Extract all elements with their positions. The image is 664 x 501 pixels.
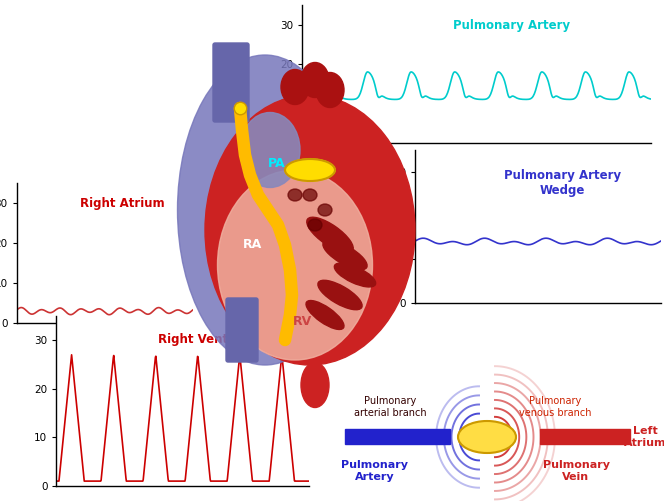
Ellipse shape	[318, 280, 362, 310]
Ellipse shape	[458, 421, 516, 453]
Text: Pulmonary Artery: Pulmonary Artery	[453, 19, 570, 32]
Ellipse shape	[218, 170, 373, 360]
Ellipse shape	[303, 189, 317, 201]
Text: Pulmonary
arterial branch: Pulmonary arterial branch	[354, 396, 426, 418]
Text: Pulmonary
Vein: Pulmonary Vein	[542, 460, 610, 481]
Ellipse shape	[285, 159, 335, 181]
Text: Pulmonary
venous branch: Pulmonary venous branch	[519, 396, 591, 418]
FancyBboxPatch shape	[226, 298, 258, 362]
Ellipse shape	[318, 204, 332, 216]
Text: Pulmonary Artery
Wedge: Pulmonary Artery Wedge	[504, 169, 621, 196]
Ellipse shape	[307, 217, 353, 253]
Text: Right Ventricle: Right Ventricle	[158, 333, 258, 346]
Ellipse shape	[335, 263, 376, 287]
Ellipse shape	[288, 189, 302, 201]
Text: Left
Atrium: Left Atrium	[623, 426, 664, 448]
Ellipse shape	[205, 95, 415, 365]
Ellipse shape	[306, 301, 344, 330]
Text: RV: RV	[292, 315, 311, 328]
Text: PA: PA	[268, 157, 286, 170]
Text: Pulmonary
Artery: Pulmonary Artery	[341, 460, 408, 481]
Ellipse shape	[177, 55, 353, 365]
Ellipse shape	[308, 219, 322, 231]
Bar	[540, 429, 630, 444]
Ellipse shape	[301, 363, 329, 407]
Ellipse shape	[301, 63, 329, 98]
Ellipse shape	[323, 240, 367, 270]
Ellipse shape	[316, 73, 344, 108]
Ellipse shape	[240, 113, 300, 187]
Ellipse shape	[281, 70, 309, 105]
FancyBboxPatch shape	[213, 43, 249, 122]
Text: Right Atrium: Right Atrium	[80, 197, 165, 210]
Bar	[345, 429, 450, 444]
Text: RA: RA	[244, 238, 263, 251]
